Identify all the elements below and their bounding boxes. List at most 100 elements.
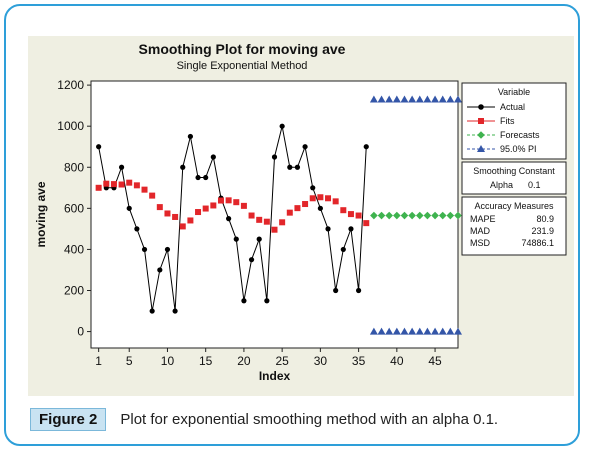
x-tick-label: 35 xyxy=(352,354,366,368)
point-fit xyxy=(332,198,339,205)
point-actual xyxy=(210,154,216,160)
y-axis-label: moving ave xyxy=(34,181,48,247)
point-pi-upper xyxy=(408,95,417,103)
x-axis-label: Index xyxy=(259,369,291,383)
point-actual xyxy=(203,174,209,181)
point-fit xyxy=(340,207,347,214)
point-forecast xyxy=(415,211,424,220)
smoothing-constant-label: Alpha xyxy=(490,180,513,190)
point-fit xyxy=(95,184,102,191)
point-fit xyxy=(172,213,179,220)
figure-label: Figure 2 xyxy=(30,407,107,431)
accuracy-measure-label: MSD xyxy=(470,238,491,248)
y-tick-label: 1000 xyxy=(57,119,84,133)
point-forecast xyxy=(400,211,409,220)
accuracy-measure-label: MAPE xyxy=(470,214,496,224)
point-actual xyxy=(180,164,186,170)
accuracy-measure-label: MAD xyxy=(470,226,491,236)
point-pi-lower xyxy=(454,327,462,335)
point-fit xyxy=(164,210,171,217)
point-pi-lower xyxy=(431,327,440,335)
point-pi-lower xyxy=(385,327,394,335)
point-pi-upper xyxy=(454,95,462,103)
point-actual xyxy=(96,144,102,150)
legend-title: Variable xyxy=(498,87,530,97)
point-fit xyxy=(286,209,293,216)
point-forecast xyxy=(370,211,378,220)
point-pi-lower xyxy=(423,327,432,335)
legend-marker-forecasts xyxy=(477,131,485,139)
point-actual xyxy=(310,185,316,191)
figure-caption: Figure 2 Plot for exponential smoothing … xyxy=(30,404,570,434)
point-actual xyxy=(325,226,331,232)
point-fit xyxy=(363,220,370,227)
point-fit xyxy=(118,181,125,188)
x-tick-label: 1 xyxy=(95,354,102,368)
point-fit xyxy=(347,211,354,218)
point-actual xyxy=(164,246,171,253)
point-pi-upper xyxy=(392,95,401,103)
point-actual xyxy=(302,144,308,150)
x-tick-label: 40 xyxy=(390,354,404,368)
point-forecast xyxy=(385,211,393,220)
smoothing-chart: Smoothing Plot for moving ave Single Expo… xyxy=(34,41,567,383)
legend-label: 95.0% PI xyxy=(500,144,537,154)
point-fit xyxy=(271,226,278,233)
point-fit xyxy=(317,194,324,201)
point-pi-lower xyxy=(415,327,424,335)
point-pi-lower xyxy=(438,327,447,335)
accuracy-measures-box xyxy=(461,196,567,256)
point-pi-upper xyxy=(415,95,424,103)
point-fit xyxy=(279,219,286,226)
chart-panel: Smoothing Plot for moving ave Single Expo… xyxy=(28,36,574,396)
point-forecast xyxy=(408,211,416,220)
figure-frame: Smoothing Plot for moving ave Single Expo… xyxy=(4,4,580,446)
point-fit xyxy=(248,212,255,219)
x-tick-label: 15 xyxy=(199,354,213,368)
y-tick-label: 200 xyxy=(64,283,84,297)
point-fit xyxy=(110,181,117,188)
point-actual xyxy=(264,298,270,304)
x-tick-label: 45 xyxy=(428,354,442,368)
point-actual xyxy=(195,174,201,181)
point-fit xyxy=(302,201,309,208)
point-fit xyxy=(225,197,232,204)
point-pi-lower xyxy=(377,327,386,335)
point-actual xyxy=(248,257,255,263)
point-forecast xyxy=(438,211,447,220)
point-actual xyxy=(294,164,301,170)
chart-subtitle: Single Exponential Method xyxy=(177,60,308,72)
point-actual xyxy=(134,226,140,232)
point-actual xyxy=(172,308,178,314)
y-tick-label: 600 xyxy=(64,201,84,215)
legend-label: Forecasts xyxy=(500,130,540,140)
chart-title: Smoothing Plot for moving ave xyxy=(139,41,346,57)
point-forecast xyxy=(454,211,462,220)
point-fit xyxy=(195,209,202,216)
point-pi-lower xyxy=(446,327,455,335)
point-pi-lower xyxy=(408,327,417,335)
accuracy-measure-value: 74886.1 xyxy=(521,238,554,248)
point-pi-upper xyxy=(385,95,394,103)
point-fit xyxy=(294,205,301,212)
point-forecast xyxy=(393,211,401,220)
point-pi-lower xyxy=(400,327,409,335)
point-fit xyxy=(149,192,156,199)
y-tick-label: 1200 xyxy=(57,78,84,92)
point-actual xyxy=(149,308,155,314)
x-tick-label: 5 xyxy=(126,354,133,368)
point-actual xyxy=(271,154,278,160)
point-fit xyxy=(103,180,110,187)
point-pi-upper xyxy=(423,95,432,103)
point-fit xyxy=(325,195,332,202)
figure-caption-text: Plot for exponential smoothing method wi… xyxy=(120,410,499,428)
point-fit xyxy=(240,202,247,209)
point-pi-lower xyxy=(392,327,401,335)
point-actual xyxy=(317,205,323,211)
legend-marker-pi xyxy=(477,145,485,152)
point-fit xyxy=(179,223,186,230)
point-fit xyxy=(126,179,133,186)
x-tick-label: 20 xyxy=(237,354,251,368)
accuracy-measures-title: Accuracy Measures xyxy=(474,201,554,211)
point-actual xyxy=(287,164,293,170)
